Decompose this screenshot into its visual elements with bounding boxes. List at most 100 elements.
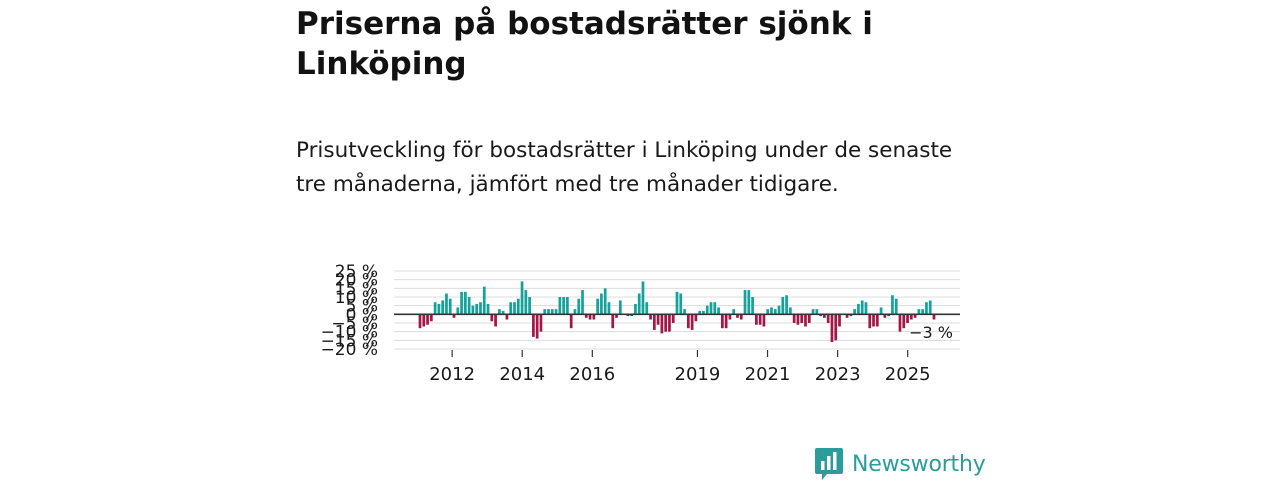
bar xyxy=(857,303,860,315)
bar xyxy=(524,290,528,315)
bar xyxy=(618,300,622,315)
y-tick-label: 0 % xyxy=(346,305,378,325)
bar xyxy=(777,305,781,315)
annotations: −3 % xyxy=(909,323,953,342)
bar xyxy=(596,298,599,315)
y-tick-label: 15 % xyxy=(335,279,378,299)
bar xyxy=(834,314,838,341)
bar xyxy=(728,314,732,320)
bar xyxy=(448,298,452,315)
bar xyxy=(528,297,531,315)
bar xyxy=(724,314,728,329)
bar xyxy=(694,314,698,322)
bar xyxy=(698,310,702,315)
bar xyxy=(490,314,494,322)
bar xyxy=(732,309,736,315)
bar xyxy=(758,314,762,325)
bar xyxy=(845,314,849,318)
bar xyxy=(909,314,913,320)
chart-subtitle: Prisutveckling för bostadsrätter i Linkö… xyxy=(296,138,953,197)
newsworthy-logo[interactable]: Newsworthy xyxy=(814,446,986,482)
bar xyxy=(441,300,445,315)
bar xyxy=(569,314,573,329)
bar xyxy=(785,295,788,315)
bar xyxy=(535,314,539,339)
bar xyxy=(830,314,834,343)
bar xyxy=(554,309,558,315)
bar xyxy=(516,298,520,315)
y-tick-label: 5 % xyxy=(346,297,378,317)
bar xyxy=(532,314,535,337)
bar xyxy=(898,314,902,332)
bar xyxy=(789,307,792,315)
bar xyxy=(573,309,577,315)
bar xyxy=(807,314,811,323)
bar xyxy=(709,302,713,315)
bar xyxy=(422,314,426,327)
bar xyxy=(853,309,856,315)
bar xyxy=(773,309,777,315)
x-tick-label: 2012 xyxy=(429,364,475,385)
bar xyxy=(592,314,596,320)
bar xyxy=(656,314,660,325)
newsworthy-logo-icon xyxy=(815,448,843,480)
x-tick-label: 2023 xyxy=(815,364,861,385)
bar xyxy=(755,314,758,325)
bar xyxy=(702,310,705,315)
bar xyxy=(445,293,448,315)
bar xyxy=(819,314,822,317)
bar xyxy=(660,314,664,334)
bar xyxy=(645,302,649,315)
y-tick-label: −15 % xyxy=(321,331,378,351)
bar xyxy=(550,309,554,315)
bar xyxy=(849,314,853,317)
bar xyxy=(864,302,868,315)
bar xyxy=(932,314,936,320)
bar xyxy=(501,310,505,315)
bar xyxy=(581,290,584,315)
bar xyxy=(921,309,925,315)
bar xyxy=(562,297,565,315)
bar xyxy=(891,295,894,315)
y-tick-label: −10 % xyxy=(321,323,378,343)
bar xyxy=(838,314,841,327)
bar xyxy=(437,303,441,315)
bar xyxy=(652,314,656,330)
bar xyxy=(486,303,490,315)
bar xyxy=(751,297,754,315)
headline: Priserna på bostadsrätter sjönk i Linköp… xyxy=(296,6,873,82)
bar xyxy=(739,314,743,320)
bar xyxy=(615,314,618,318)
bar xyxy=(539,314,543,332)
bar xyxy=(649,314,652,320)
bar xyxy=(463,291,467,315)
bar xyxy=(588,314,592,320)
bar xyxy=(482,286,486,315)
bar xyxy=(505,314,509,320)
bar xyxy=(815,309,819,315)
bar xyxy=(626,314,630,317)
y-tick-label: 10 % xyxy=(335,288,378,308)
bar xyxy=(460,291,463,315)
bar xyxy=(781,297,785,315)
bar xyxy=(418,314,422,329)
bar xyxy=(875,314,879,327)
bar xyxy=(429,314,433,322)
bar xyxy=(887,314,891,317)
bar xyxy=(928,300,932,315)
bar xyxy=(894,298,898,315)
x-tick-label: 2021 xyxy=(745,364,791,385)
bar xyxy=(456,307,460,315)
bar xyxy=(513,302,516,315)
bar xyxy=(811,309,815,315)
bar xyxy=(467,297,471,315)
bar xyxy=(611,314,615,329)
bar xyxy=(690,314,694,330)
bar xyxy=(641,281,645,315)
bars xyxy=(418,281,936,343)
bar xyxy=(804,314,807,327)
bar xyxy=(520,281,524,315)
bar xyxy=(705,305,709,315)
bar xyxy=(577,298,581,315)
